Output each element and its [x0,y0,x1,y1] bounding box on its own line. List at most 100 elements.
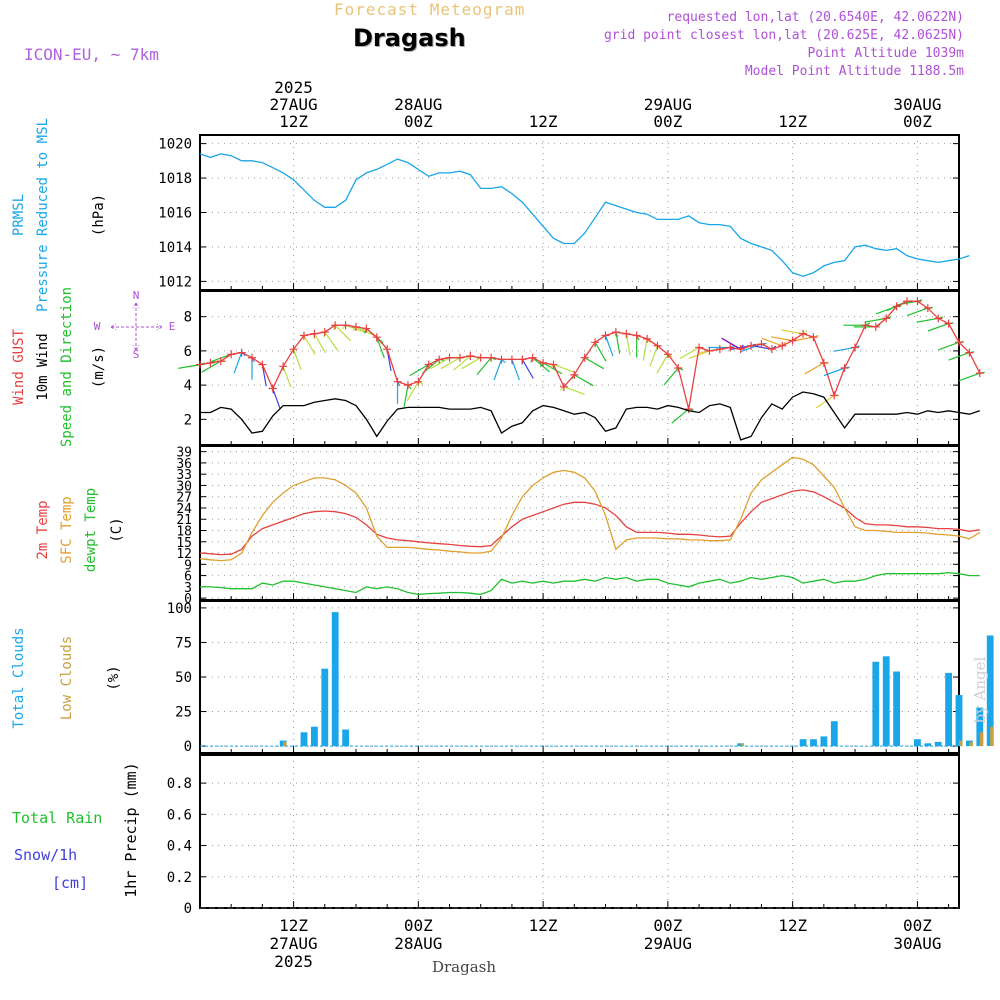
compass-w: W [94,320,101,333]
y-tick-label: 27 [176,491,192,506]
y-axis-title: Wind GUST [11,329,27,405]
wind-barb [663,367,679,386]
footer-place: Dragash [432,958,496,976]
gust-marker [871,322,880,331]
total-cloud-bar [914,739,921,747]
y-axis-title: Total Clouds [11,627,27,728]
total-cloud-bar [331,612,339,747]
wind-barb [233,352,243,374]
gust-marker [913,297,922,306]
total-cloud-bar [976,707,984,747]
y-tick-label: 18 [176,525,192,540]
compass-s: S [133,348,140,361]
gust-marker [611,328,620,337]
y-tick-label: 9 [184,558,192,573]
total-cloud-bar [342,729,349,747]
gust-marker [393,377,402,386]
gust-marker [799,329,808,338]
bottom-time-label: 12Z [529,916,558,935]
bottom-time-label: 00Z [653,916,682,935]
total-cloud-bar [799,739,807,747]
gust-marker [497,355,506,364]
wind-barb [906,307,929,317]
y-tick-label: 30 [176,479,192,494]
gust-marker [206,358,215,367]
low-cloud-bar [969,741,973,746]
low-cloud-bar [740,743,745,747]
y-tick-label: 33 [176,468,192,483]
wind-barb [511,359,520,381]
y-tick-label: 12 [176,547,192,562]
wind-barb [761,337,783,347]
precip-y-axis-title: 1hr Precip (mm) [122,762,140,897]
wind-barb [430,357,450,370]
gust-marker [684,405,693,414]
total-cloud-bar [830,721,838,747]
gust-marker [674,364,683,372]
y-axis-title: 10m Wind [35,333,51,400]
point-altitude: Point Altitude 1039m [807,46,964,61]
top-time-label: 30AUG [893,95,941,114]
low-cloud-bar [979,732,984,747]
wind-barb [476,357,492,375]
total-cloud-bar [934,741,942,746]
gust-marker [362,324,371,333]
top-time-label: 28AUG [394,95,442,114]
pressure-panel: 1012 1014 1016 1018 1020 [158,134,960,291]
bottom-time-label: 30AUG [893,934,941,953]
gust-marker [809,333,818,342]
gust-marker [351,322,360,331]
wind-barb [671,408,690,424]
watermark: by Angel [971,656,989,723]
wind-barb [938,341,960,351]
total-cloud-bar [311,726,318,746]
wind-barb [493,359,503,381]
y-tick-label: 0 [184,739,192,755]
y-axis-title: SFC Temp [59,496,75,563]
gust-marker [819,358,828,367]
gust-marker [331,321,340,330]
gust-marker [830,391,839,400]
wind-barb [201,360,222,373]
y-axis-title: Pressure Reduced to MSL [35,118,51,312]
y-axis-title: (%) [106,665,122,690]
y-tick-label: 1020 [158,137,192,153]
gust-marker [539,358,548,367]
wind-barb [864,317,887,323]
y-tick-label: 15 [176,536,192,551]
gust-marker [632,331,641,340]
wind-gust-line [199,300,981,410]
wind-barb [303,335,316,355]
gust-marker [622,329,631,338]
temperature-frame [199,445,960,601]
compass-arrows [110,302,163,351]
gust-marker [310,329,319,338]
y-tick-label: 100 [167,601,192,617]
clouds-frame [199,600,960,754]
gust-marker [466,352,475,361]
total-cloud-bar [810,739,817,747]
place-title: Dragash [353,24,466,52]
total-cloud-bar [955,695,963,747]
top-time-label: 2025 [274,78,313,97]
gust-marker [414,377,423,386]
gust-marker [445,353,454,362]
precip-panel: 0 0.2 0.4 0.6 0.8 [167,754,960,917]
bottom-time-label: 12Z [279,916,308,935]
low-cloud-bar [990,726,994,746]
gust-marker [975,369,984,378]
gust-marker [705,346,714,355]
wind-barb [781,329,804,335]
top-time-label: 12Z [529,112,558,131]
gust-marker [289,345,298,354]
wind-barb [553,364,575,373]
gust-marker [934,314,943,323]
bottom-time-label: 00Z [903,916,932,935]
gust-marker [882,314,891,323]
y-tick-label: 0.8 [167,776,192,792]
gust-marker [892,302,901,311]
gust-marker [861,321,870,330]
wind-barb [948,352,970,361]
wind-barb [770,336,793,342]
wind-barb [324,331,338,351]
